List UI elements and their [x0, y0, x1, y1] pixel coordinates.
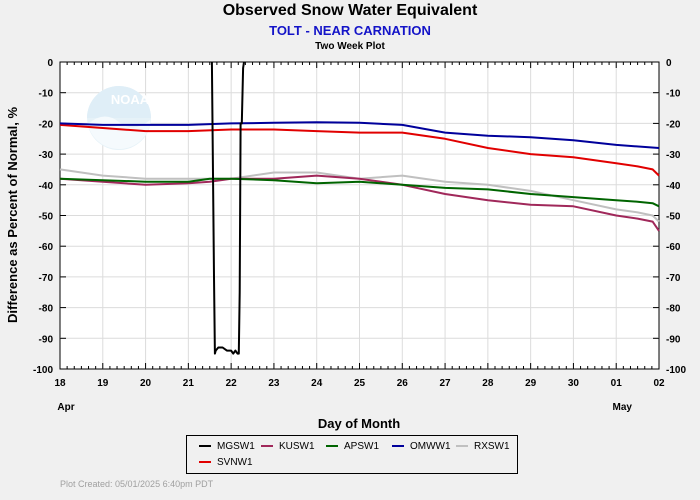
y-tick-label-right: -100 — [666, 365, 686, 376]
noaa-logo: NOAA — [87, 86, 151, 150]
series-lines — [59, 61, 660, 355]
legend-label: SVNW1 — [217, 457, 253, 468]
y-tick-label: -70 — [39, 273, 54, 284]
series-line-mgsw1 — [210, 61, 245, 355]
legend: MGSW1 KUSW1 APSW1 OMWW1 RXSW1 SVNW1 — [186, 435, 518, 474]
x-tick-label: 26 — [397, 378, 409, 389]
y-tick-label-right: 0 — [666, 58, 672, 69]
y-axis-label: Difference as Percent of Normal, % — [5, 107, 20, 323]
x-tick-label: 28 — [482, 378, 494, 389]
x-month-label: Apr — [57, 402, 74, 413]
x-tick-label: 22 — [226, 378, 238, 389]
y-tick-label: -30 — [39, 150, 54, 161]
y-tick-label-right: -60 — [666, 242, 681, 253]
x-tick-label: 01 — [611, 378, 623, 389]
chart-title: Observed Snow Water Equivalent — [222, 2, 478, 19]
x-tick-label: 29 — [525, 378, 537, 389]
legend-swatch — [261, 445, 273, 448]
legend-item-kusw1: KUSW1 — [261, 441, 315, 452]
x-tick-label: 02 — [653, 378, 665, 389]
legend-label: APSW1 — [344, 441, 380, 452]
y-tick-label-right: -10 — [666, 89, 681, 100]
series-line-svnw1 — [59, 123, 660, 177]
y-tick-label: -80 — [39, 304, 54, 315]
legend-swatch — [199, 445, 211, 448]
y-tick-label: 0 — [47, 58, 53, 69]
x-axis-label: Day of Month — [318, 416, 400, 431]
legend-label: RXSW1 — [474, 441, 510, 452]
legend-swatch — [326, 445, 338, 448]
x-tick-label: 24 — [311, 378, 323, 389]
axis-ticks: 18 19 20 21 22 23 24 25 26 27 28 29 30 01 02 Apr May 0 0 -1… — [33, 58, 686, 413]
legend-label: MGSW1 — [217, 441, 255, 452]
legend-swatch — [456, 445, 468, 448]
legend-swatch — [392, 445, 404, 448]
chart-subtitle: TOLT - NEAR CARNATION — [269, 23, 431, 38]
grid-lines — [60, 62, 659, 369]
legend-label: OMWW1 — [410, 441, 451, 452]
y-tick-label: -10 — [39, 89, 54, 100]
series-line-rxsw1 — [59, 168, 660, 223]
y-tick-label: -20 — [39, 119, 54, 130]
legend-item-apsw1: APSW1 — [326, 441, 379, 452]
legend-item-omww1: OMWW1 — [392, 441, 451, 452]
noaa-logo-text: NOAA — [111, 92, 150, 107]
series-line-kusw1 — [59, 174, 660, 232]
y-tick-label-right: -90 — [666, 334, 681, 345]
y-tick-label: -60 — [39, 242, 54, 253]
y-tick-label-right: -40 — [666, 181, 681, 192]
series-line-omww1 — [59, 121, 660, 149]
y-tick-label: -100 — [33, 365, 53, 376]
x-tick-label: 18 — [54, 378, 66, 389]
y-tick-label: -90 — [39, 334, 54, 345]
y-tick-label: -40 — [39, 181, 54, 192]
x-tick-label: 21 — [183, 378, 195, 389]
legend-label: KUSW1 — [279, 441, 315, 452]
series-line-apsw1 — [59, 177, 660, 208]
x-tick-label: 27 — [440, 378, 452, 389]
y-tick-label-right: -50 — [666, 212, 681, 223]
plot-created-footer: Plot Created: 05/01/2025 6:40pm PDT — [60, 479, 214, 489]
x-tick-label: 25 — [354, 378, 366, 389]
x-month-label: May — [612, 402, 632, 413]
y-tick-label: -50 — [39, 212, 54, 223]
y-tick-label-right: -80 — [666, 304, 681, 315]
x-tick-label: 23 — [268, 378, 280, 389]
x-tick-label: 20 — [140, 378, 152, 389]
legend-item-svnw1: SVNW1 — [199, 457, 253, 468]
plot-type-label: Two Week Plot — [315, 41, 385, 52]
legend-item-mgsw1: MGSW1 — [199, 441, 255, 452]
x-tick-label: 19 — [97, 378, 109, 389]
legend-swatch — [199, 461, 211, 464]
legend-item-rxsw1: RXSW1 — [456, 441, 510, 452]
x-tick-label: 30 — [568, 378, 580, 389]
y-tick-label-right: -70 — [666, 273, 681, 284]
y-tick-label-right: -30 — [666, 150, 681, 161]
y-tick-label-right: -20 — [666, 119, 681, 130]
